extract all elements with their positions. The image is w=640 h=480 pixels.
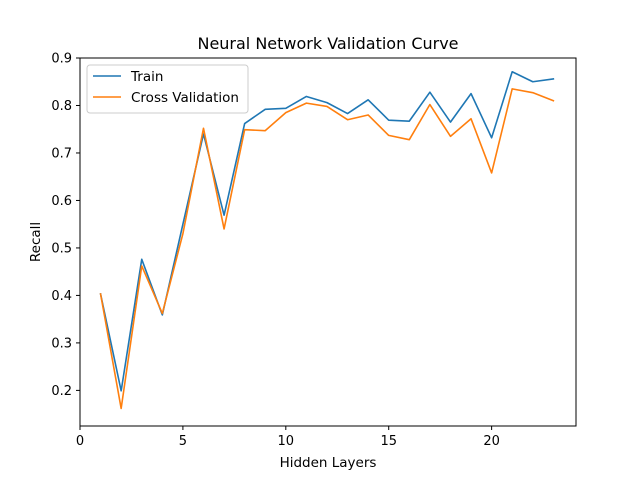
x-tick-label: 20 [483,434,500,449]
legend: Train Cross Validation [86,64,249,114]
y-tick-label: 0.8 [51,99,72,114]
y-tick-label: 0.5 [51,241,72,256]
y-tick-label: 0.2 [51,384,72,399]
series-layer [99,70,555,410]
legend-box [86,64,249,114]
legend-label-1: Cross Validation [131,90,239,106]
x-tick-label: 0 [76,434,84,449]
legend-label-0: Train [130,69,163,85]
y-tick-label: 0.7 [51,146,72,161]
x-tick-label: 15 [380,434,397,449]
series-line-0 [99,70,555,392]
y-tick-label: 0.6 [51,194,72,209]
series-line-1 [99,88,555,410]
y-axis-label: Recall [28,222,44,262]
x-axis-ticks: 0 5 10 15 20 [76,426,500,449]
plot-frame [79,57,577,427]
x-axis-label: Hidden Layers [280,455,377,471]
y-tick-label: 0.4 [51,289,72,304]
y-tick-label: 0.9 [51,52,72,67]
y-axis-ticks: 0.2 0.3 0.4 0.5 0.6 0.7 0.8 0.9 [51,52,80,399]
chart-title: Neural Network Validation Curve [197,34,458,53]
x-tick-label: 10 [278,434,295,449]
x-tick-label: 5 [179,434,187,449]
y-tick-label: 0.3 [51,336,72,351]
